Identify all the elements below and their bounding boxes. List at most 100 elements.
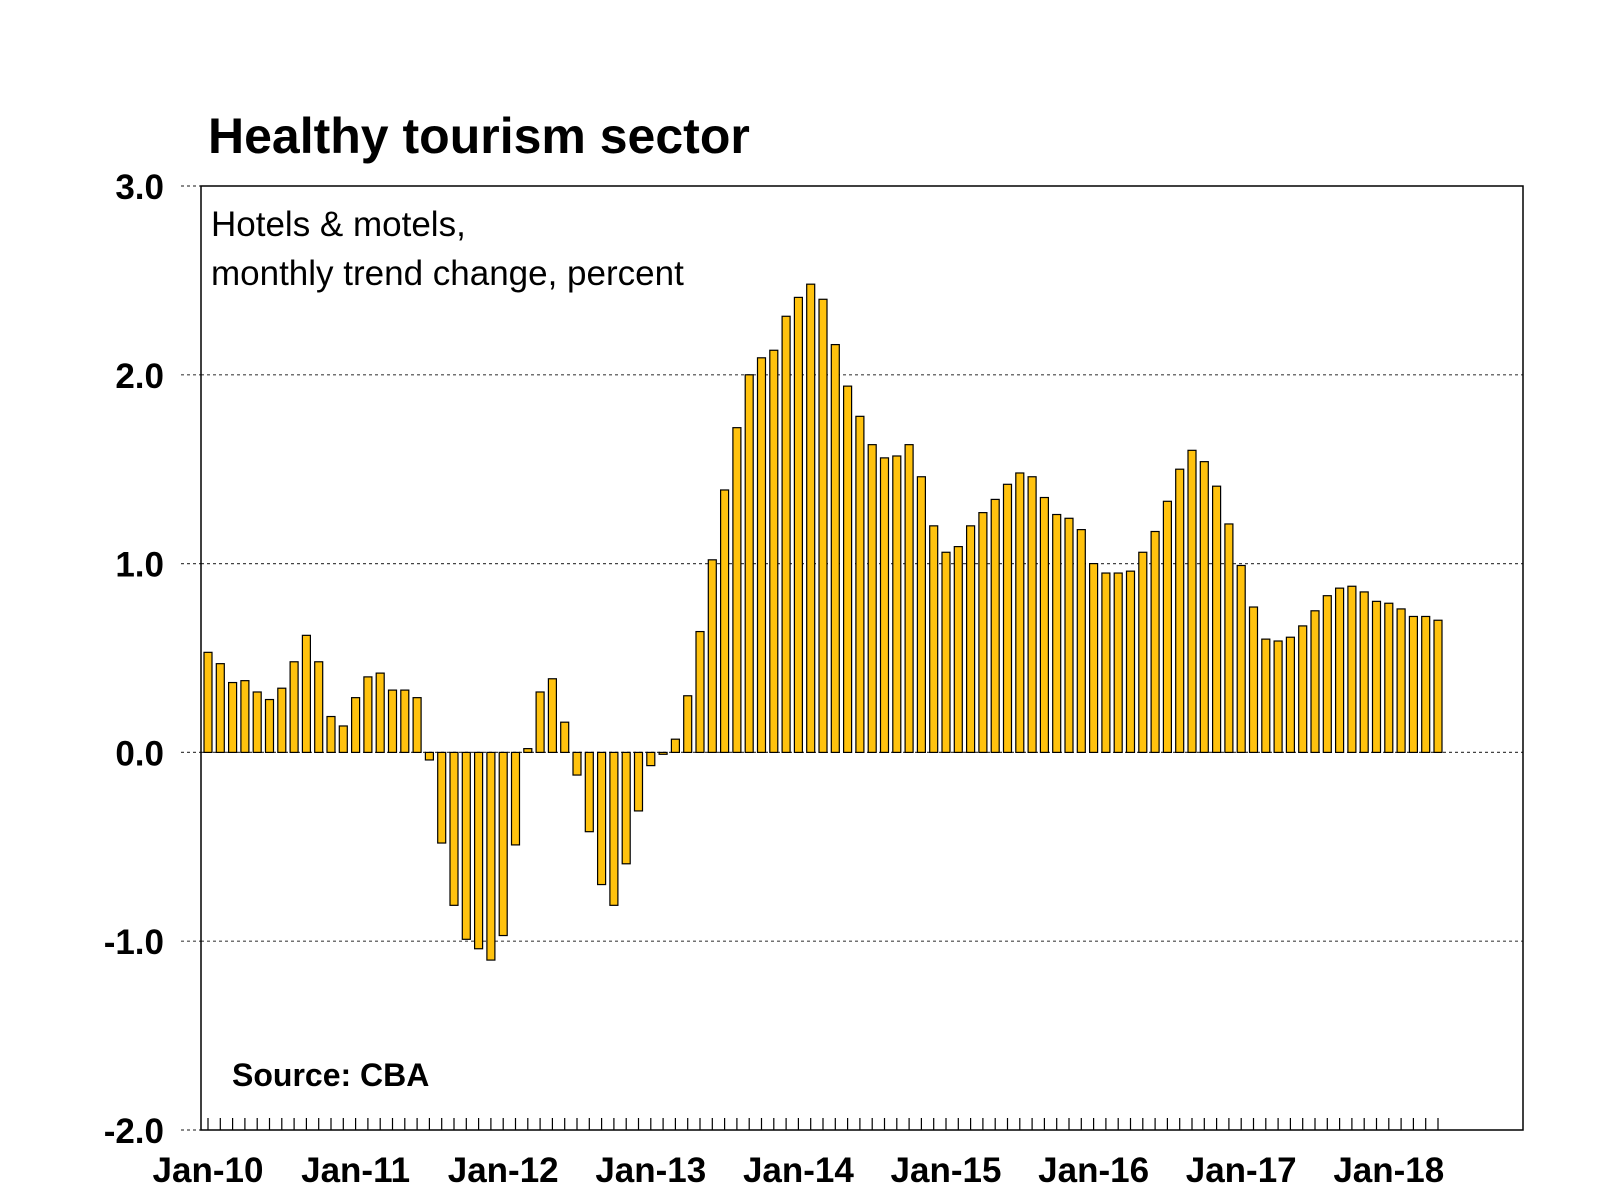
bar <box>781 315 791 753</box>
bar <box>1334 587 1345 753</box>
bar <box>670 738 681 754</box>
y-tick-label: -2.0 <box>104 1112 164 1151</box>
bar <box>658 751 668 755</box>
bar <box>228 681 238 754</box>
bar <box>855 415 865 753</box>
y-tick-label: 1.0 <box>115 546 164 585</box>
bar <box>560 721 570 754</box>
bar <box>1273 640 1283 753</box>
bar <box>363 676 373 754</box>
bar <box>879 457 890 754</box>
bar <box>1371 600 1382 753</box>
bar <box>965 525 976 754</box>
bar <box>510 751 521 846</box>
bar <box>806 283 816 753</box>
x-tick-label: Jan-13 <box>595 1151 706 1190</box>
bar <box>1052 513 1062 754</box>
bar <box>400 689 410 754</box>
source-note: Source: CBA <box>232 1057 429 1093</box>
bar <box>793 296 804 753</box>
chart-title: Healthy tourism sector <box>208 108 750 164</box>
bar <box>535 691 545 754</box>
bar <box>1359 591 1369 753</box>
bar <box>1224 523 1234 754</box>
bar <box>387 689 398 754</box>
bar <box>240 680 250 754</box>
bar <box>1396 608 1406 753</box>
bar <box>830 343 840 754</box>
bar <box>732 427 742 753</box>
bar <box>842 385 853 753</box>
bar <box>744 374 754 753</box>
bar <box>1322 595 1332 753</box>
bar <box>351 697 361 754</box>
bar <box>1175 468 1185 754</box>
bar <box>978 512 988 754</box>
bar <box>1015 472 1025 754</box>
bar <box>1285 636 1296 753</box>
x-tick-label: Jan-10 <box>153 1151 264 1190</box>
bar <box>1138 551 1148 753</box>
bar <box>375 672 385 754</box>
bar <box>695 630 705 753</box>
bar <box>596 751 607 886</box>
bar <box>215 663 225 754</box>
bar <box>326 715 336 754</box>
bar <box>449 751 459 906</box>
bar <box>1027 476 1037 754</box>
x-tick-label: Jan-14 <box>743 1151 854 1190</box>
bar <box>1101 572 1111 753</box>
y-tick-label: 2.0 <box>115 357 164 396</box>
bar <box>609 751 619 906</box>
bar <box>756 357 767 754</box>
bar <box>892 455 902 753</box>
y-tick-label: 0.0 <box>115 734 164 773</box>
bar <box>1433 619 1443 753</box>
bar <box>486 751 496 961</box>
bar <box>1310 610 1320 753</box>
bar <box>1150 530 1160 754</box>
bar <box>1298 625 1308 753</box>
bar <box>1162 500 1173 753</box>
bar <box>1199 461 1209 754</box>
chart-subtitle-line-2: monthly trend change, percent <box>211 254 684 293</box>
bar <box>769 349 779 754</box>
x-tick-label: Jan-17 <box>1186 1151 1297 1190</box>
bar <box>203 651 213 754</box>
bar <box>646 751 656 767</box>
bar <box>437 751 447 844</box>
bar <box>867 444 877 753</box>
bar <box>1384 602 1394 753</box>
bar <box>1125 570 1136 753</box>
bar <box>1248 606 1259 753</box>
bar <box>1211 485 1222 753</box>
bar <box>1236 564 1246 753</box>
x-tick-label: Jan-12 <box>448 1151 559 1190</box>
bar <box>1064 517 1074 754</box>
bar <box>412 697 422 754</box>
chart-subtitle-line-1: Hotels & motels, <box>211 205 466 244</box>
bar <box>523 748 533 754</box>
bar <box>904 444 914 753</box>
x-tick-label: Jan-16 <box>1038 1151 1149 1190</box>
bar <box>1113 572 1123 753</box>
bar <box>474 751 484 950</box>
bar <box>264 698 275 754</box>
bar <box>1187 449 1197 753</box>
x-tick-label: Jan-18 <box>1333 1151 1444 1190</box>
bar <box>547 678 558 754</box>
bar <box>1408 615 1419 753</box>
bar <box>707 559 717 753</box>
bar <box>338 725 348 754</box>
bar <box>916 476 927 754</box>
bar <box>572 751 582 776</box>
bar <box>818 298 828 753</box>
bar <box>1421 615 1431 753</box>
bar <box>633 751 644 812</box>
bar <box>584 751 594 833</box>
bar <box>1002 483 1013 753</box>
x-tick-label: Jan-11 <box>301 1151 410 1190</box>
bar <box>1347 585 1357 753</box>
bar <box>301 634 311 753</box>
